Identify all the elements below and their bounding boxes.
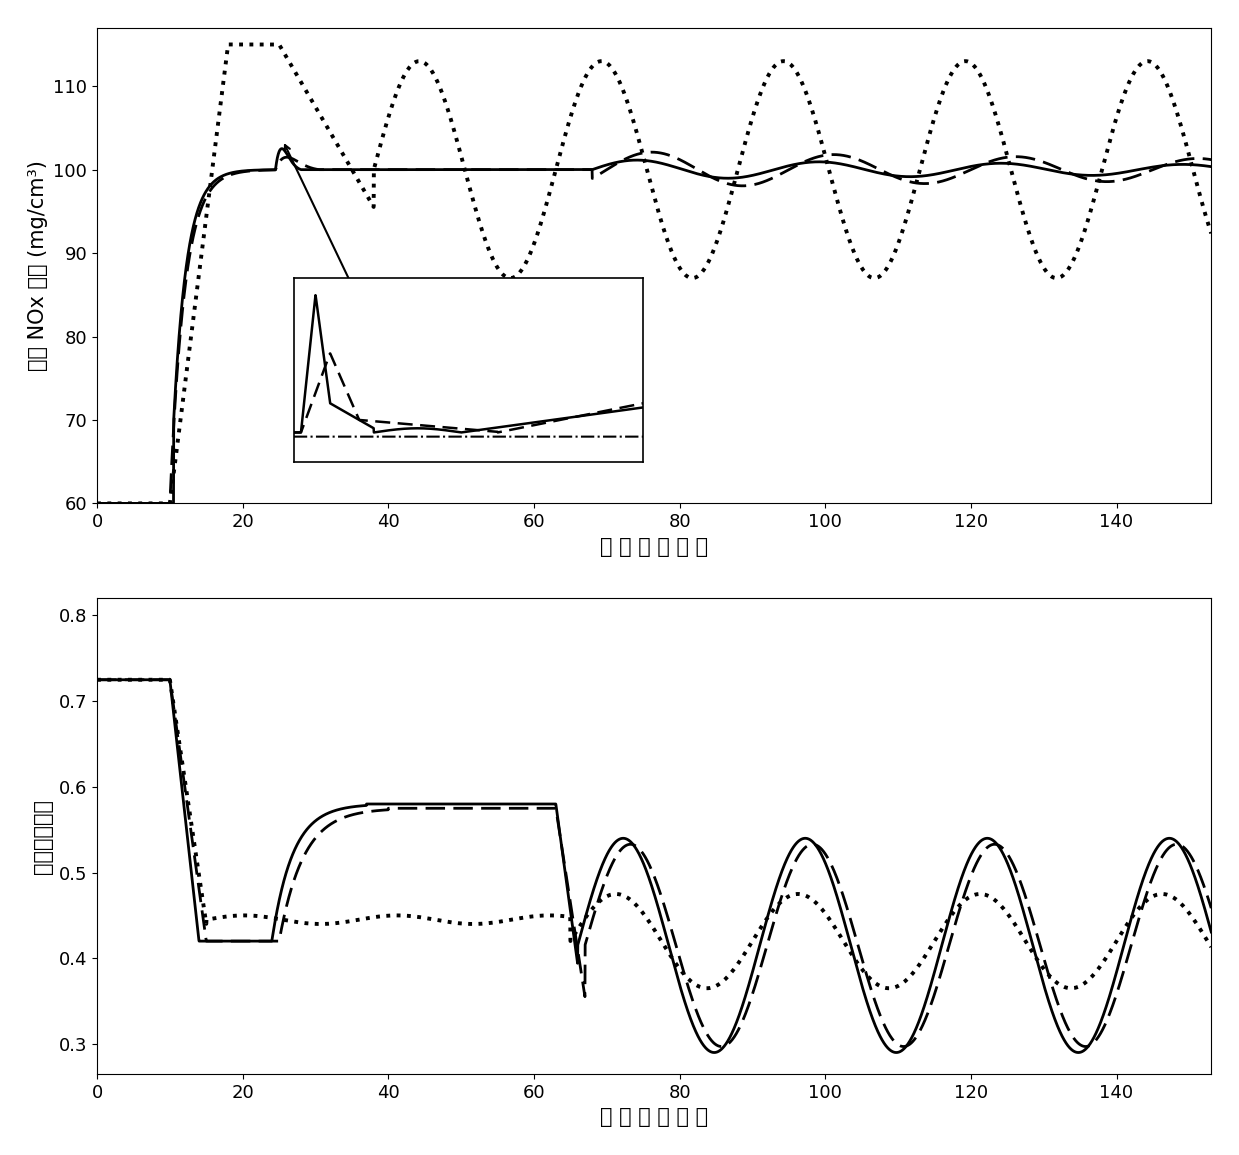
Y-axis label: 喷氨阀门开度: 喷氨阀门开度 (33, 798, 53, 873)
X-axis label: 时 间 （ 分 钟 ）: 时 间 （ 分 钟 ） (600, 537, 709, 557)
X-axis label: 时 间 （ 分 钟 ）: 时 间 （ 分 钟 ） (600, 1108, 709, 1127)
Y-axis label: 出口 NOx 浓度 (mg/cm³): 出口 NOx 浓度 (mg/cm³) (27, 161, 48, 371)
